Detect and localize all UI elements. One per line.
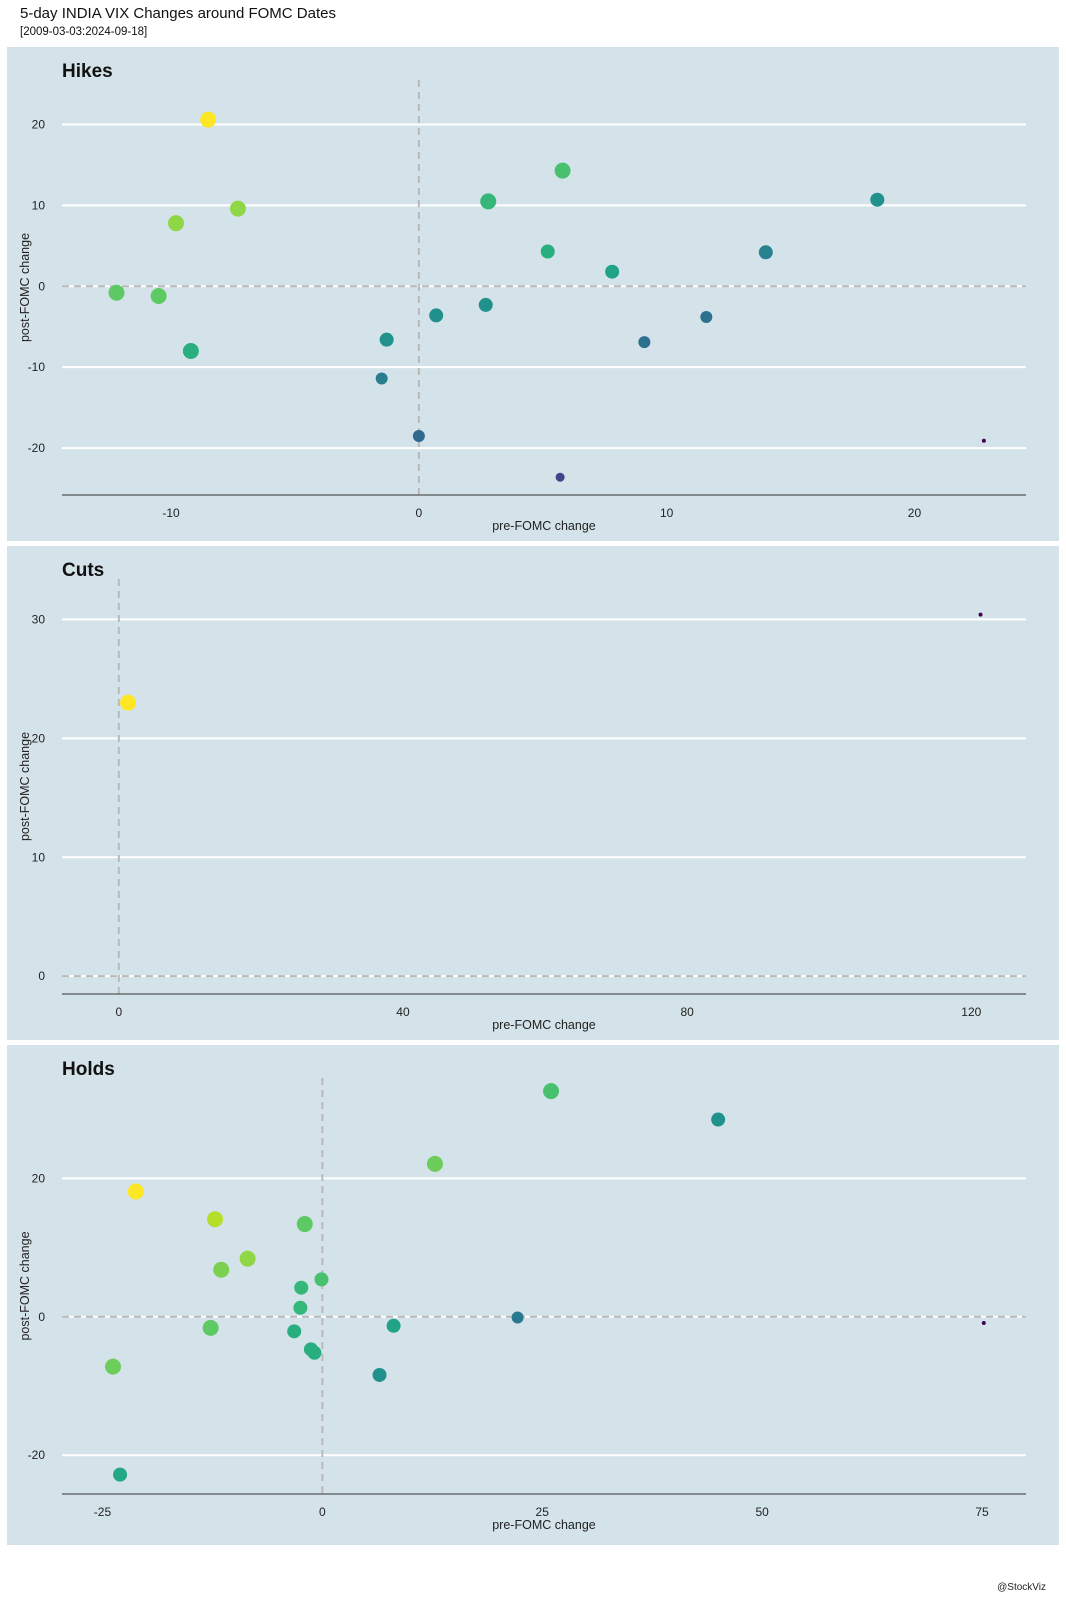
chart-title: 5-day INDIA VIX Changes around FOMC Date… (20, 5, 336, 22)
hikes-point (167, 215, 184, 232)
holds-point (372, 1367, 387, 1382)
hikes-yaxis-title: post-FOMC change (18, 233, 32, 342)
holds-xtick-label: 25 (536, 1505, 550, 1519)
cuts-ytick-label: 0 (38, 969, 45, 983)
hikes-point (555, 472, 565, 482)
cuts-panel-title: Cuts (62, 560, 104, 581)
hikes-ytick-label: -20 (28, 441, 46, 455)
holds-plot: -20 0 20 -25 0 25 50 75 pre-FOMC change post-FOMC… (18, 1059, 1026, 1532)
holds-point (511, 1311, 524, 1324)
holds-point (127, 1183, 144, 1200)
holds-point (711, 1112, 726, 1127)
cuts-ytick-label: 10 (32, 850, 46, 864)
holds-point (213, 1261, 230, 1278)
hikes-point (478, 297, 493, 312)
holds-point (113, 1467, 128, 1482)
hikes-ytick-label: 0 (38, 279, 45, 293)
holds-yaxis-title: post-FOMC change (18, 1231, 32, 1340)
hikes-point (540, 244, 555, 259)
hikes-ytick-label: 20 (32, 117, 46, 131)
hikes-point (229, 200, 246, 217)
holds-xtick-label: 75 (975, 1505, 989, 1519)
hikes-point (605, 264, 620, 279)
cuts-xtick-label: 120 (961, 1005, 981, 1019)
holds-point (314, 1272, 329, 1287)
holds-point (105, 1358, 122, 1375)
hikes-point (182, 343, 199, 360)
hikes-xtick-label: 0 (416, 506, 423, 520)
hikes-point (480, 193, 497, 210)
holds-point (207, 1211, 224, 1228)
hikes-point (379, 332, 394, 347)
hikes-xtick-label: -10 (162, 506, 180, 520)
holds-point (386, 1318, 401, 1333)
holds-point (239, 1250, 256, 1267)
hikes-ytick-label: 10 (32, 198, 46, 212)
cuts-xaxis-title: pre-FOMC change (492, 1018, 596, 1032)
hikes-point (429, 308, 444, 323)
cuts-point (120, 694, 137, 711)
cuts-xtick-label: 0 (115, 1005, 122, 1019)
cuts-yaxis-title: post-FOMC change (18, 732, 32, 841)
hikes-point (638, 336, 651, 349)
hikes-xtick-label: 10 (660, 506, 674, 520)
hikes-point (200, 111, 217, 128)
holds-ytick-label: 0 (38, 1310, 45, 1324)
holds-panel-title: Holds (62, 1059, 115, 1080)
hikes-ytick-label: -10 (28, 360, 46, 374)
hikes-point (108, 284, 125, 301)
holds-xtick-label: 50 (755, 1505, 769, 1519)
holds-panel: -20 0 20 -25 0 25 50 75 pre-FOMC change post-FOMC… (7, 1045, 1059, 1545)
hikes-point (412, 429, 425, 442)
hikes-point (150, 287, 167, 304)
holds-point (543, 1083, 560, 1100)
holds-ytick-label: 20 (32, 1171, 46, 1185)
holds-ytick-label: -20 (28, 1448, 46, 1462)
cuts-panel: 0 10 20 30 0 40 80 120 pre-FOMC change post-FOMC … (7, 546, 1059, 1040)
holds-point (981, 1321, 986, 1326)
credit-label: @StockViz (997, 1582, 1046, 1593)
cuts-point (978, 612, 983, 617)
cuts-xtick-label: 80 (680, 1005, 694, 1019)
cuts-xtick-label: 40 (396, 1005, 410, 1019)
holds-point (287, 1324, 302, 1339)
holds-point (202, 1319, 219, 1336)
hikes-panel-title: Hikes (62, 61, 113, 82)
holds-xtick-label: -25 (94, 1505, 112, 1519)
chart-subtitle: [2009-03-03:2024-09-18] (20, 26, 148, 38)
holds-xtick-label: 0 (319, 1505, 326, 1519)
hikes-point (981, 438, 986, 443)
holds-point (293, 1300, 308, 1315)
hikes-plot: -20 -10 0 10 20 -10 0 10 20 pre-FOMC change post-F… (18, 61, 1026, 533)
hikes-point (375, 372, 388, 385)
hikes-point (870, 192, 885, 207)
cuts-ytick-label: 30 (32, 612, 46, 626)
hikes-point (700, 311, 713, 324)
hikes-xaxis-title: pre-FOMC change (492, 519, 596, 533)
hikes-point (758, 245, 773, 260)
holds-point (296, 1216, 313, 1233)
hikes-xtick-label: 20 (908, 506, 922, 520)
holds-point (294, 1280, 309, 1295)
holds-point (426, 1155, 443, 1172)
holds-point (307, 1345, 322, 1360)
holds-xaxis-title: pre-FOMC change (492, 1518, 596, 1532)
cuts-ytick-label: 20 (32, 731, 46, 745)
hikes-panel: -20 -10 0 10 20 -10 0 10 20 pre-FOMC change post-F… (7, 47, 1059, 541)
hikes-point (554, 162, 571, 179)
cuts-plot: 0 10 20 30 0 40 80 120 pre-FOMC change post-FOMC … (18, 560, 1026, 1032)
